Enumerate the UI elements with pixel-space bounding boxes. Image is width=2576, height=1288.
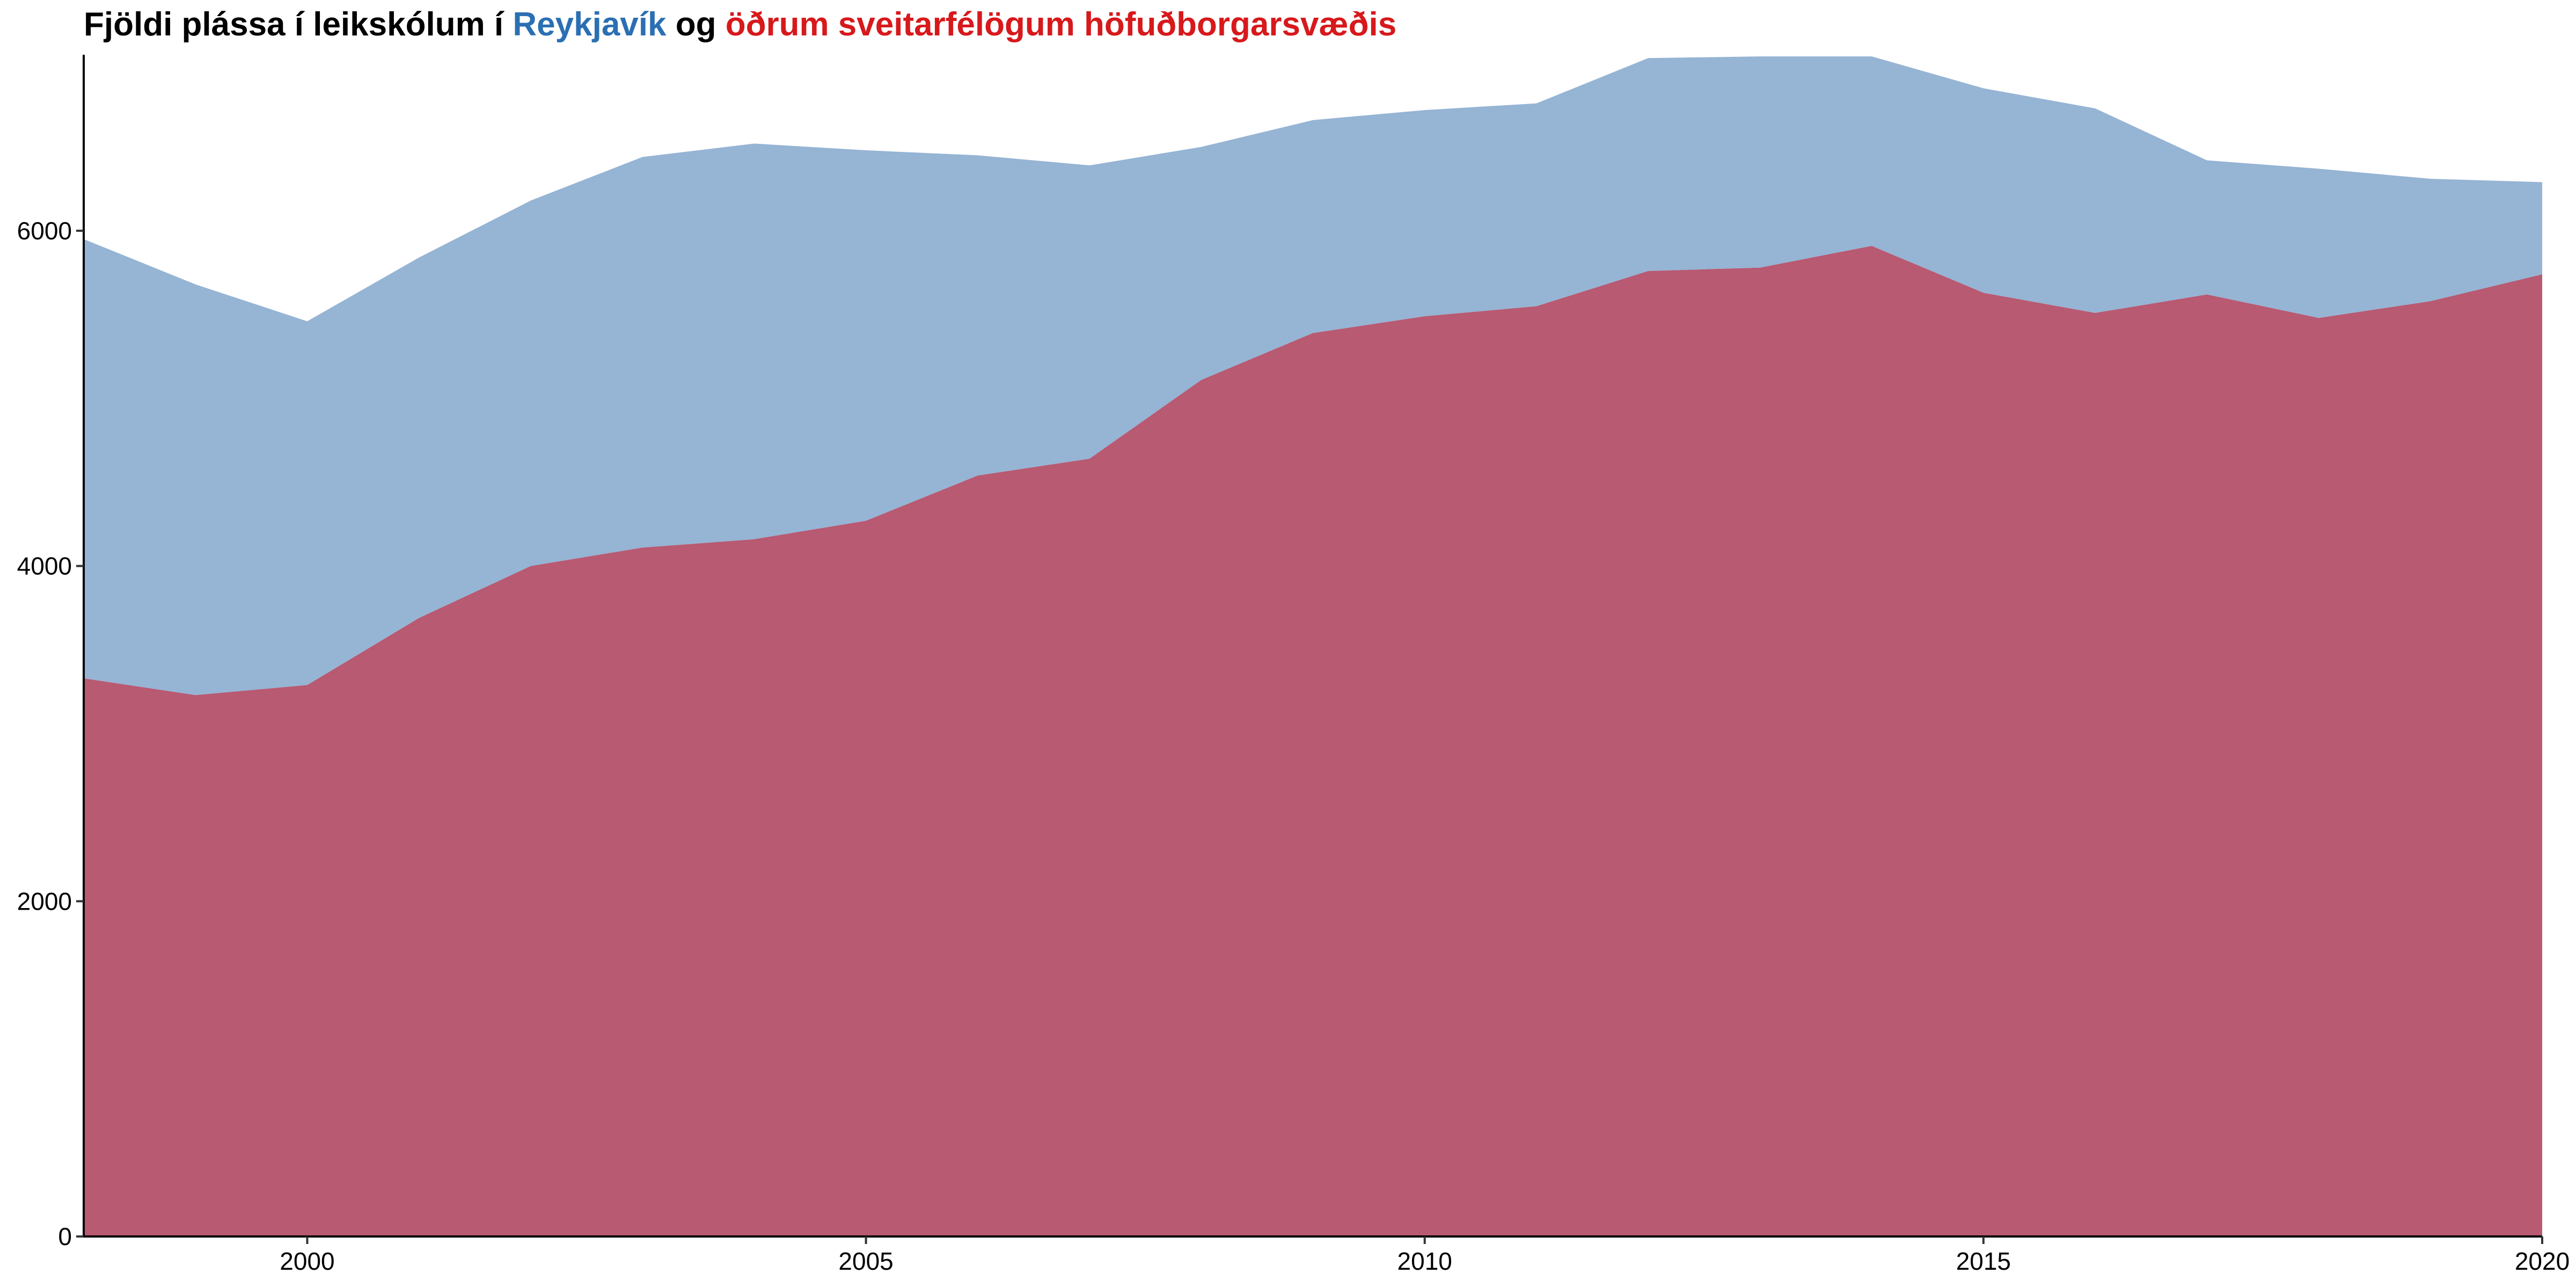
y-tick-label-0: 0	[58, 1223, 72, 1250]
title-middle: og	[666, 6, 726, 43]
y-tick-label-6000: 6000	[17, 217, 72, 245]
x-tick-label-2010: 2010	[1397, 1247, 1452, 1275]
axes-layer: 0 2000 4000 6000 2000 2005 2010 2015 2020	[17, 55, 2570, 1275]
areas-layer	[84, 56, 2542, 1236]
title-other: öðrum sveitarfélögum höfuðborgarsvæðis	[725, 6, 1397, 43]
y-tick-label-2000: 2000	[17, 887, 72, 915]
x-tick-label-2020: 2020	[2515, 1247, 2570, 1275]
y-tick-label-4000: 4000	[17, 552, 72, 580]
x-tick-label-2005: 2005	[838, 1247, 893, 1275]
title-reykjavik: Reykjavík	[513, 6, 667, 43]
area-other	[84, 246, 2542, 1236]
x-tick-label-2000: 2000	[280, 1247, 334, 1275]
title-prefix: Fjöldi plássa í leikskólum í	[84, 6, 513, 43]
x-tick-label-2015: 2015	[1956, 1247, 2011, 1275]
area-reykjavik	[84, 56, 2542, 696]
chart-title: Fjöldi plássa í leikskólum í Reykjavík o…	[84, 3, 1396, 46]
